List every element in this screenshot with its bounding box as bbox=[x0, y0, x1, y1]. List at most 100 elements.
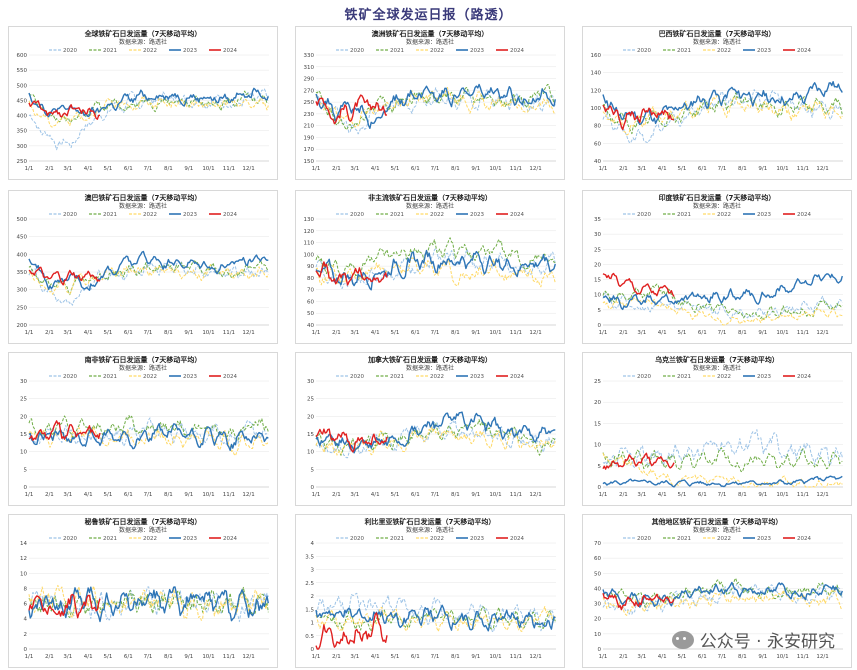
x-tick-label: 9/1 bbox=[758, 330, 767, 336]
series-line-2023 bbox=[602, 581, 843, 608]
legend-label: 2023 bbox=[183, 212, 197, 218]
series-line-2024 bbox=[28, 266, 101, 286]
x-tick-label: 8/1 bbox=[451, 492, 460, 498]
legend-label: 2021 bbox=[677, 48, 691, 54]
y-tick-label: 350 bbox=[17, 129, 28, 135]
watermark: 公众号 · 永安研究 bbox=[671, 627, 835, 652]
x-tick-label: 9/1 bbox=[184, 166, 193, 172]
x-tick-label: 6/1 bbox=[124, 492, 133, 498]
legend-label: 2020 bbox=[637, 536, 651, 542]
y-tick-label: 500 bbox=[17, 217, 28, 223]
x-tick-label: 1/1 bbox=[25, 166, 34, 172]
y-tick-label: 90 bbox=[307, 264, 314, 270]
series-line-2021 bbox=[315, 237, 556, 280]
series-line-2023 bbox=[28, 422, 269, 452]
legend-label: 2020 bbox=[637, 212, 651, 218]
x-tick-label: 12/1 bbox=[816, 330, 828, 336]
legend-label: 2021 bbox=[103, 212, 117, 218]
x-tick-label: 11/1 bbox=[797, 654, 809, 660]
y-tick-label: 15 bbox=[594, 278, 601, 284]
y-tick-label: 160 bbox=[591, 53, 602, 59]
legend-label: 2024 bbox=[510, 374, 524, 380]
legend-label: 2022 bbox=[717, 212, 731, 218]
legend-label: 2021 bbox=[677, 536, 691, 542]
y-tick-label: 0 bbox=[598, 485, 602, 491]
x-tick-label: 6/1 bbox=[698, 330, 707, 336]
x-tick-label: 4/1 bbox=[84, 166, 93, 172]
x-tick-label: 1/1 bbox=[599, 330, 608, 336]
legend-label: 2020 bbox=[637, 374, 651, 380]
x-tick-label: 12/1 bbox=[816, 654, 828, 660]
x-tick-label: 4/1 bbox=[658, 492, 667, 498]
chart-title: 南非铁矿石日发运量（7天移动平均） bbox=[85, 355, 202, 364]
x-tick-label: 4/1 bbox=[658, 654, 667, 660]
y-tick-label: 20 bbox=[20, 414, 27, 420]
x-tick-label: 11/1 bbox=[797, 492, 809, 498]
x-tick-label: 12/1 bbox=[242, 492, 254, 498]
y-tick-label: 250 bbox=[17, 305, 28, 311]
legend-label: 2023 bbox=[757, 212, 771, 218]
x-tick-label: 11/1 bbox=[510, 492, 522, 498]
series-line-2021 bbox=[602, 577, 843, 608]
chart-subtitle: 数据来源：路透社 bbox=[406, 38, 454, 46]
legend-label: 2023 bbox=[470, 212, 484, 218]
x-tick-label: 6/1 bbox=[698, 166, 707, 172]
chart-subtitle: 数据来源：路透社 bbox=[693, 38, 741, 46]
y-tick-label: 1 bbox=[311, 621, 315, 627]
chart-panel: 巴西铁矿石日发运量（7天移动平均） 数据来源：路透社 2020 2021 2022 202… bbox=[582, 26, 852, 180]
x-tick-label: 8/1 bbox=[451, 166, 460, 172]
x-tick-label: 9/1 bbox=[471, 492, 480, 498]
legend-label: 2020 bbox=[63, 374, 77, 380]
chart-svg: 澳洲铁矿石日发运量（7天移动平均）数据来源：路透社 2020 2021 2022 202… bbox=[304, 29, 556, 172]
x-tick-label: 1/1 bbox=[312, 654, 321, 660]
legend-label: 2023 bbox=[757, 536, 771, 542]
y-tick-label: 10 bbox=[20, 450, 27, 456]
x-tick-label: 7/1 bbox=[144, 166, 153, 172]
x-tick-label: 9/1 bbox=[184, 330, 193, 336]
chart-title: 印度铁矿石日发运量（7天移动平均） bbox=[659, 193, 776, 202]
legend-label: 2022 bbox=[430, 212, 444, 218]
x-tick-label: 2/1 bbox=[619, 166, 628, 172]
legend-label: 2021 bbox=[103, 374, 117, 380]
legend-label: 2024 bbox=[510, 48, 524, 54]
x-tick-label: 10/1 bbox=[202, 166, 214, 172]
y-tick-label: 15 bbox=[594, 421, 601, 427]
y-tick-label: 30 bbox=[594, 602, 601, 608]
x-tick-label: 3/1 bbox=[350, 654, 359, 660]
chart-subtitle: 数据来源：路透社 bbox=[119, 364, 167, 372]
chart-panel: 乌克兰铁矿石日发运量（7天移动平均） 数据来源：路透社 2020 2021 2022 20… bbox=[582, 352, 852, 506]
x-tick-label: 2/1 bbox=[619, 330, 628, 336]
legend-label: 2020 bbox=[350, 212, 364, 218]
y-tick-label: 70 bbox=[307, 288, 314, 294]
y-tick-label: 80 bbox=[307, 276, 314, 282]
y-tick-label: 40 bbox=[594, 586, 601, 592]
y-tick-label: 250 bbox=[304, 100, 315, 106]
y-tick-label: 210 bbox=[304, 124, 315, 130]
legend-label: 2024 bbox=[223, 374, 237, 380]
y-tick-label: 310 bbox=[304, 65, 315, 71]
y-tick-label: 450 bbox=[17, 98, 28, 104]
chart-svg: 巴西铁矿石日发运量（7天移动平均）数据来源：路透社 2020 2021 2022 202… bbox=[591, 29, 843, 172]
x-tick-label: 9/1 bbox=[758, 492, 767, 498]
y-tick-label: 15 bbox=[307, 432, 314, 438]
chart-panel: 非主流铁矿石日发运量（7天移动平均） 数据来源：路透社 2020 2021 2022 20… bbox=[295, 190, 565, 344]
y-tick-label: 60 bbox=[307, 299, 314, 305]
x-tick-label: 5/1 bbox=[390, 654, 399, 660]
series-line-2024 bbox=[28, 100, 101, 120]
watermark-text: 公众号 · 永安研究 bbox=[699, 632, 835, 652]
legend-label: 2024 bbox=[797, 48, 811, 54]
series-line-2022 bbox=[315, 606, 556, 632]
series-line-2024 bbox=[315, 261, 388, 286]
chart-title: 澳洲铁矿石日发运量（7天移动平均） bbox=[372, 29, 489, 38]
y-tick-label: 0 bbox=[24, 485, 28, 491]
x-tick-label: 3/1 bbox=[63, 330, 72, 336]
x-tick-label: 10/1 bbox=[489, 654, 501, 660]
series-line-2022 bbox=[315, 87, 556, 128]
x-tick-label: 1/1 bbox=[599, 492, 608, 498]
chart-panel: 南非铁矿石日发运量（7天移动平均） 数据来源：路透社 2020 2021 2022 202… bbox=[8, 352, 278, 506]
x-tick-label: 5/1 bbox=[103, 492, 112, 498]
y-tick-label: 40 bbox=[594, 159, 601, 165]
x-tick-label: 5/1 bbox=[677, 166, 686, 172]
legend-label: 2020 bbox=[63, 536, 77, 542]
legend-label: 2020 bbox=[350, 374, 364, 380]
